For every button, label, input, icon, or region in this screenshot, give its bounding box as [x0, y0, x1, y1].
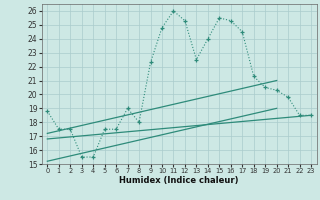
X-axis label: Humidex (Indice chaleur): Humidex (Indice chaleur)	[119, 176, 239, 185]
